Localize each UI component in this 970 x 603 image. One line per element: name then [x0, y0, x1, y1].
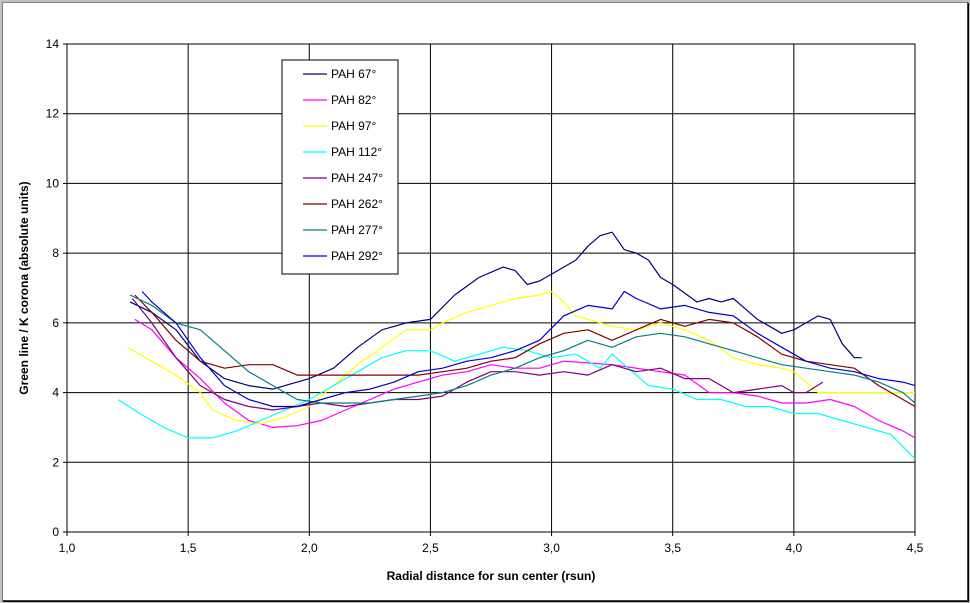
series-line-6: [134, 294, 916, 408]
series-line-1: [129, 231, 862, 390]
x-axis-title: Radial distance for sun center (rsun): [387, 569, 596, 583]
series-lines: [117, 231, 916, 460]
legend-label: PAH 97°: [331, 119, 376, 133]
y-axis-title: Green line / K corona (absolute units): [17, 181, 31, 394]
x-tick-label: 1,5: [180, 541, 197, 555]
series-line-5: [131, 298, 824, 411]
x-tick-label: 2,5: [422, 541, 439, 555]
x-tick-label: 2,0: [301, 541, 318, 555]
y-tick-label: 2: [52, 455, 59, 469]
series-line-8: [141, 290, 916, 408]
legend-box: [281, 59, 399, 275]
line-chart: 0 2 4 6 8 10 12 14 1,0 1,5 2,0 2,5 3,0 3,5 4,0 4,5 Radi…: [17, 37, 924, 583]
x-tick-label: 4,0: [786, 541, 803, 555]
y-tick-label: 6: [52, 316, 59, 330]
tick-labels: 0 2 4 6 8 10 12 14 1,0 1,5 2,0 2,5 3,0 3,5 4,0 4,5: [46, 37, 924, 555]
series-line-7: [129, 294, 916, 404]
legend-label: PAH 67°: [331, 67, 376, 81]
y-tick-label: 0: [52, 525, 59, 539]
y-tick-label: 10: [46, 176, 60, 190]
x-tick-label: 4,5: [907, 541, 924, 555]
series-line-3: [127, 290, 915, 425]
y-tick-label: 12: [46, 107, 60, 121]
x-tick-label: 3,0: [543, 541, 560, 555]
x-tick-label: 1,0: [59, 541, 76, 555]
legend-label: PAH 82°: [331, 93, 376, 107]
gridlines: [63, 43, 916, 536]
plot-area: [66, 43, 916, 533]
legend-label: PAH 292°: [331, 249, 383, 263]
legend-label: PAH 247°: [331, 171, 383, 185]
legend-label: PAH 277°: [331, 223, 383, 237]
legend-label: PAH 262°: [331, 197, 383, 211]
legend: PAH 67° PAH 82° PAH 97° PAH 112° PAH 247° PAH…: [281, 59, 399, 275]
y-tick-label: 4: [52, 386, 59, 400]
y-tick-label: 8: [52, 246, 59, 260]
legend-label: PAH 112°: [331, 145, 382, 159]
y-tick-label: 14: [46, 37, 60, 51]
x-tick-label: 3,5: [664, 541, 681, 555]
